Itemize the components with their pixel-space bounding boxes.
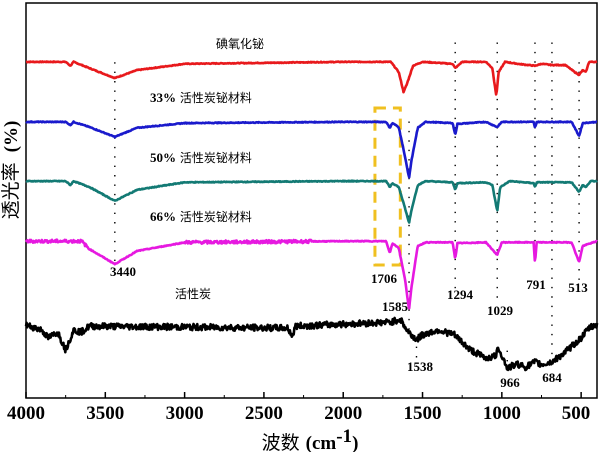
spectrum-line xyxy=(24,316,599,372)
x-tick-label: 1000 xyxy=(483,403,521,424)
series-label-66: 66% 活性炭铋材料 xyxy=(150,209,252,224)
spectrum-line xyxy=(25,120,598,179)
series-label-carbon: 活性炭 xyxy=(175,287,211,301)
x-axis-title: 波数 (cm-1) xyxy=(262,426,359,452)
plot-frame xyxy=(25,2,598,399)
x-axis-title-sup: -1 xyxy=(336,426,352,447)
series-label-33: 33% 活性炭铋材料 xyxy=(150,90,252,105)
peak-label: 966 xyxy=(500,375,520,390)
spectrum-line xyxy=(25,179,598,224)
series-label-biocl: 碘氧化铋 xyxy=(216,36,264,51)
spectrum-line xyxy=(25,60,598,96)
spectrum-line xyxy=(24,238,598,310)
x-tick-label: 1500 xyxy=(404,403,442,424)
x-tick-label: 500 xyxy=(562,403,591,424)
x-tick-label: 2500 xyxy=(245,403,283,424)
x-tick-label: 2000 xyxy=(324,403,362,424)
peak-label: 3440 xyxy=(110,264,136,279)
x-axis-title-close: ) xyxy=(352,433,358,452)
x-tick-label: 4000 xyxy=(7,403,45,424)
x-axis-title-main: 波数 xyxy=(262,432,306,452)
x-tick-label: 3000 xyxy=(166,403,204,424)
peak-label: 1294 xyxy=(447,287,474,302)
peak-label: 1585 xyxy=(382,299,409,314)
x-axis-title-unit: (cm xyxy=(306,433,337,452)
peak-label: 1029 xyxy=(487,303,514,318)
peak-label: 1538 xyxy=(407,359,434,374)
y-axis-title: 透光率(%) xyxy=(0,121,22,220)
series-label-50: 50% 活性炭铋材料 xyxy=(150,150,252,165)
peak-label: 684 xyxy=(542,370,562,385)
peak-label: 513 xyxy=(568,280,588,295)
peak-label: 791 xyxy=(526,277,546,292)
x-tick-label: 3500 xyxy=(86,403,124,424)
peak-label: 1706 xyxy=(371,271,398,286)
